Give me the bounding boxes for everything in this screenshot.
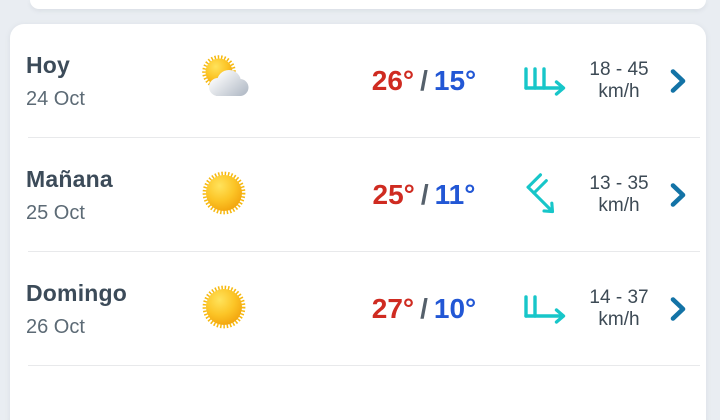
temp-min: 10° — [433, 293, 477, 324]
temp-min: 11° — [434, 179, 476, 210]
day-column: Domingo 26 Oct — [26, 280, 176, 339]
wind-column: 14 - 37 km/h — [518, 282, 690, 336]
daily-forecast-card: Hoy 24 Oct — [10, 24, 706, 420]
date-label: 26 Oct — [26, 315, 85, 338]
forecast-row-tomorrow[interactable]: Mañana 25 Oct 25°/11° — [10, 138, 706, 252]
previous-card-bottom-edge — [30, 0, 706, 9]
wind-unit: km/h — [598, 309, 640, 330]
chevron-right-icon[interactable] — [666, 294, 690, 324]
wind-column: 18 - 45 km/h — [518, 54, 690, 108]
wind-column: 13 - 35 km/h — [518, 168, 690, 222]
temp-max: 27° — [371, 293, 415, 324]
date-label: 25 Oct — [26, 201, 85, 224]
temp-separator: / — [420, 179, 429, 210]
day-column: Mañana 25 Oct — [26, 166, 176, 225]
wind-unit: km/h — [598, 195, 640, 216]
sun-icon — [196, 165, 252, 226]
wind-speed: 18 - 45 km/h — [577, 59, 661, 103]
day-label: Hoy — [26, 51, 71, 78]
day-column: Hoy 24 Oct — [26, 52, 176, 111]
temperature: 27°/10° — [272, 293, 518, 325]
wind-range: 13 - 35 — [589, 173, 649, 194]
temp-separator: / — [420, 65, 428, 96]
wind-barb-arrow-icon — [518, 282, 572, 336]
row-divider — [28, 137, 700, 138]
sun-icon — [196, 279, 252, 340]
weather-icon-column — [176, 165, 272, 226]
wind-range: 14 - 37 — [589, 287, 649, 308]
chevron-right-icon[interactable] — [666, 180, 690, 210]
date-label: 24 Oct — [26, 87, 85, 110]
day-label: Mañana — [26, 165, 113, 192]
sun-behind-cloud-icon — [196, 51, 252, 112]
wind-range: 18 - 45 — [589, 59, 649, 80]
wind-speed: 14 - 37 km/h — [577, 287, 661, 331]
wind-unit: km/h — [598, 81, 640, 102]
temp-max: 26° — [371, 65, 415, 96]
row-divider — [28, 365, 700, 366]
row-divider — [28, 251, 700, 252]
forecast-row-today[interactable]: Hoy 24 Oct — [10, 24, 706, 138]
temp-separator: / — [420, 293, 428, 324]
chevron-right-icon[interactable] — [666, 66, 690, 96]
day-label: Domingo — [26, 279, 128, 306]
temp-min: 15° — [433, 65, 477, 96]
weather-icon-column — [176, 279, 272, 340]
forecast-row-sunday[interactable]: Domingo 26 Oct 27°/10° — [10, 252, 706, 366]
temperature: 25°/11° — [272, 179, 518, 211]
temp-max: 25° — [372, 179, 415, 210]
wind-speed: 13 - 35 km/h — [577, 173, 661, 217]
temperature: 26°/15° — [272, 65, 518, 97]
wind-barb-arrow-icon — [518, 168, 572, 222]
wind-barb-arrow-icon — [518, 54, 572, 108]
weather-icon-column — [176, 51, 272, 112]
